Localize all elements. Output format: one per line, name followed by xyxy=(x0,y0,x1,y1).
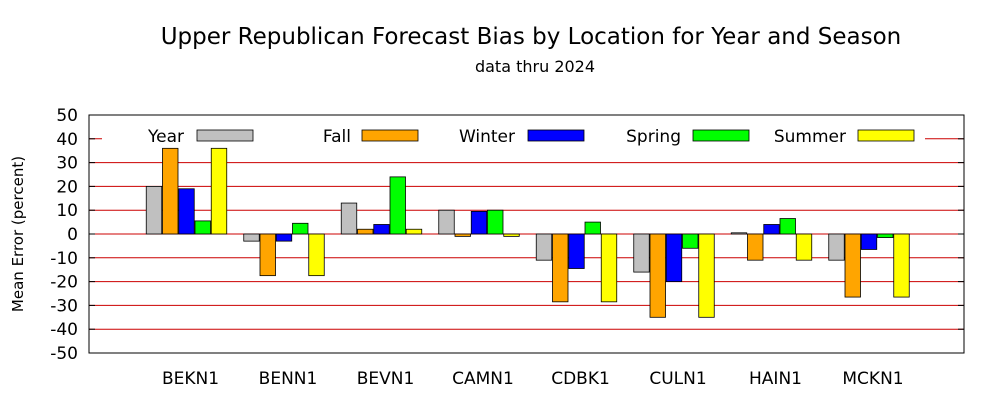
bar-spring-bevn1 xyxy=(389,176,406,235)
bar-spring-cdbk1 xyxy=(584,221,601,235)
y-tick-label: 50 xyxy=(56,106,78,126)
y-tick-label: 20 xyxy=(56,177,78,197)
bar-fall-bekn1 xyxy=(162,147,179,235)
bar-summer-mckn1 xyxy=(893,233,910,298)
y-tick-label: 10 xyxy=(56,201,78,221)
bar-fall-camn1 xyxy=(454,233,471,237)
chart-subtitle: data thru 2024 xyxy=(475,57,595,76)
bar-fall-cdbk1 xyxy=(552,233,569,303)
y-tick-label: -10 xyxy=(50,249,78,269)
legend-swatch-summer xyxy=(857,129,915,142)
axes: 50 40 30 20 10 0 -10 -20 -30 -40 -50 BEKN1 BENN1 BEVN… xyxy=(50,106,965,389)
bar-spring-culn1 xyxy=(682,233,699,249)
bar-year-bevn1 xyxy=(340,202,358,235)
bar-fall-bevn1 xyxy=(357,228,374,235)
legend-label-year: Year xyxy=(147,127,184,147)
bar-year-camn1 xyxy=(438,209,455,235)
bar-winter-benn1 xyxy=(275,233,293,242)
bar-fall-culn1 xyxy=(649,233,666,318)
bar-winter-camn1 xyxy=(470,210,488,235)
chart-title: Upper Republican Forecast Bias by Locati… xyxy=(161,24,902,50)
bar-winter-bevn1 xyxy=(373,224,390,235)
bar-summer-hain1 xyxy=(795,233,813,261)
bar-fall-benn1 xyxy=(259,233,276,277)
bars xyxy=(145,147,910,318)
bar-spring-mckn1 xyxy=(877,233,894,238)
y-tick-label: 40 xyxy=(56,130,78,150)
bar-summer-bekn1 xyxy=(210,147,228,235)
bar-year-mckn1 xyxy=(828,233,845,261)
legend-label-fall: Fall xyxy=(323,127,351,147)
legend-swatch-year xyxy=(196,129,254,142)
y-tick-label: 0 xyxy=(67,225,78,245)
bar-year-culn1 xyxy=(633,233,650,273)
x-tick-label: BEKN1 xyxy=(162,369,219,389)
bar-winter-hain1 xyxy=(763,224,780,235)
legend-swatch-fall xyxy=(361,129,419,142)
bar-summer-bevn1 xyxy=(405,228,423,235)
plot-frame xyxy=(88,114,965,354)
bar-winter-mckn1 xyxy=(860,233,878,250)
bar-summer-camn1 xyxy=(503,233,520,237)
bar-winter-culn1 xyxy=(665,233,683,282)
bar-spring-hain1 xyxy=(779,218,796,235)
bar-year-benn1 xyxy=(243,233,260,242)
y-tick-label: -40 xyxy=(50,320,78,340)
x-tick-label: BEVN1 xyxy=(357,369,415,389)
x-tick-label: CAMN1 xyxy=(452,369,514,389)
x-tick-label: HAIN1 xyxy=(749,369,802,389)
bar-winter-cdbk1 xyxy=(568,233,585,269)
legend-label-summer: Summer xyxy=(774,127,846,147)
y-tick-label: -50 xyxy=(50,344,78,364)
y-tick-label: 30 xyxy=(56,154,78,174)
legend-swatch-winter xyxy=(527,129,585,142)
bar-year-bekn1 xyxy=(145,185,163,235)
bar-spring-bekn1 xyxy=(194,220,211,235)
bar-summer-cdbk1 xyxy=(600,233,618,303)
bar-spring-camn1 xyxy=(487,209,504,235)
legend-label-spring: Spring xyxy=(626,127,681,147)
legend-label-winter: Winter xyxy=(459,127,515,147)
y-tick-label: -30 xyxy=(50,296,78,316)
bar-summer-benn1 xyxy=(308,233,325,277)
bar-fall-mckn1 xyxy=(844,233,861,298)
y-axis-label: Mean Error (percent) xyxy=(9,156,27,312)
y-tick-label: -20 xyxy=(50,273,78,293)
bar-year-hain1 xyxy=(730,232,748,235)
gridlines xyxy=(89,138,964,330)
x-tick-label: MCKN1 xyxy=(842,369,903,389)
legend-swatch-spring xyxy=(692,129,750,142)
bar-summer-culn1 xyxy=(698,233,715,318)
x-tick-label: BENN1 xyxy=(259,369,318,389)
x-tick-label: CDBK1 xyxy=(551,369,610,389)
bar-winter-bekn1 xyxy=(178,188,195,235)
legend: Year Fall Winter Spring Summer xyxy=(102,125,925,147)
x-tick-label: CULN1 xyxy=(649,369,706,389)
bar-year-cdbk1 xyxy=(535,233,553,261)
bar-spring-benn1 xyxy=(292,222,309,235)
bar-fall-hain1 xyxy=(747,233,764,261)
